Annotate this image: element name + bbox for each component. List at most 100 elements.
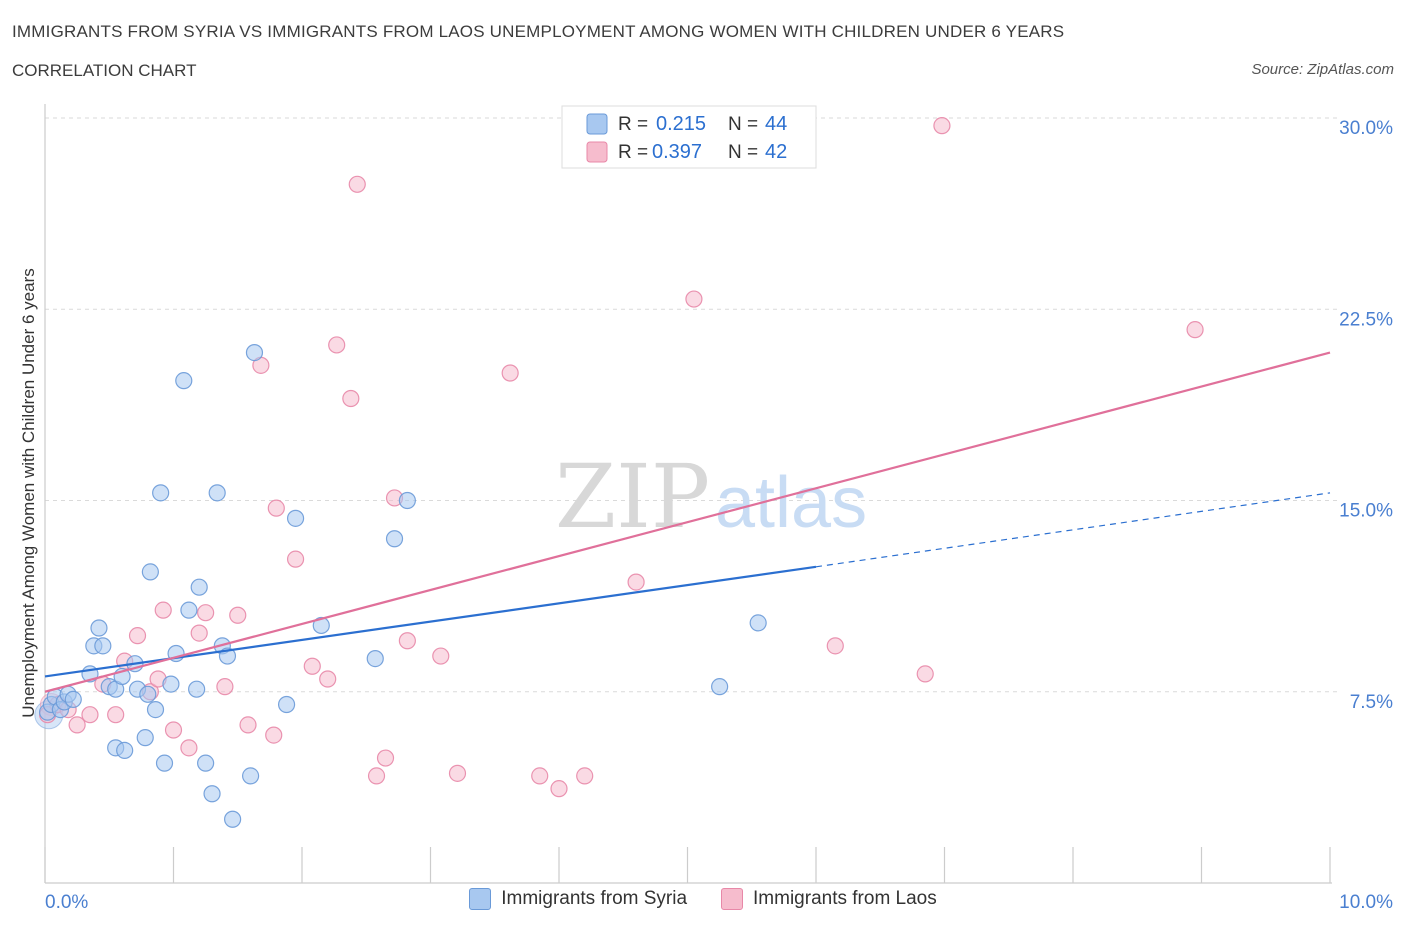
x-tick-label: 0.0% (45, 892, 88, 913)
syria-trend-extension (815, 492, 1331, 568)
laos-point (68, 716, 86, 734)
stats-n-label-laos: N = (728, 142, 763, 163)
laos-point (685, 290, 703, 308)
syria-point (162, 675, 180, 693)
chart-title: IMMIGRANTS FROM SYRIA VS IMMIGRANTS FROM… (12, 22, 1065, 41)
stats-r-label-laos: R = (618, 142, 653, 163)
syria-point (64, 690, 82, 709)
stats-swatch-syria (586, 113, 608, 135)
laos-point (216, 678, 234, 696)
syria-point (116, 741, 134, 760)
chart-subtitle: CORRELATION CHART (12, 61, 197, 80)
laos-point (164, 721, 183, 739)
syria-point (155, 754, 174, 772)
legend-item-laos[interactable]: Immigrants from Laos (721, 888, 937, 910)
gridlines (45, 117, 1340, 693)
laos-point (376, 749, 395, 767)
syria-point (208, 484, 226, 502)
syria-point (203, 785, 221, 803)
source-credit: Source: ZipAtlas.com (1251, 61, 1394, 78)
laos-point (398, 632, 416, 650)
laos-point (267, 499, 285, 517)
laos-point (1186, 321, 1204, 339)
laos-point (154, 601, 172, 619)
y-tick-label: 30.0% (1339, 118, 1393, 139)
laos-point (826, 637, 844, 655)
syria-trend-line (44, 565, 817, 678)
laos-point (197, 604, 215, 622)
syria-point (90, 619, 108, 637)
syria-point (286, 509, 305, 527)
laos-point (432, 647, 450, 665)
syria-point (749, 614, 767, 632)
syria-point (175, 372, 193, 390)
laos-point (107, 706, 125, 724)
stats-r-value-laos: 0.397 (652, 141, 702, 163)
syria-point (197, 754, 215, 772)
syria-point (141, 563, 159, 581)
syria-point (398, 491, 416, 510)
trend-lines (44, 351, 1331, 693)
legend-label-laos: Immigrants from Laos (753, 888, 937, 909)
legend-swatch-syria (469, 888, 492, 910)
laos-point (265, 726, 283, 744)
laos-point (576, 767, 594, 785)
laos-point (303, 657, 321, 675)
axis-ticks: 7.5% 15.0% 22.5% 30.0% 0.0% 10.0% (44, 118, 1393, 913)
y-axis-label: Unemployment Among Women with Children U… (19, 268, 38, 717)
axes (44, 104, 1332, 884)
syria-point (136, 729, 154, 747)
laos-point (933, 117, 951, 135)
stats-r-value-syria: 0.215 (656, 113, 706, 135)
syria-point (152, 484, 170, 502)
chart-legend: Immigrants from Syria Immigrants from La… (0, 888, 1406, 910)
syria-point (277, 695, 296, 714)
stats-n-value-syria: 44 (765, 113, 787, 135)
stats-legend: R = 0.215 N = 44 R = 0.397 N = 42 (561, 105, 817, 169)
legend-label-syria: Immigrants from Syria (501, 888, 688, 909)
syria-point (366, 649, 384, 668)
legend-item-syria[interactable]: Immigrants from Syria (469, 888, 687, 910)
stats-n-value-laos: 42 (765, 141, 787, 163)
laos-point (319, 670, 337, 688)
laos-point (328, 336, 346, 354)
laos-point (239, 716, 257, 734)
laos-point (448, 764, 467, 782)
laos-point (348, 175, 366, 193)
x-tick-label: 10.0% (1339, 892, 1393, 913)
laos-point (627, 573, 645, 591)
laos-point (229, 606, 247, 624)
y-tick-label: 7.5% (1350, 692, 1393, 713)
laos-point (550, 780, 568, 798)
syria-point (146, 700, 165, 719)
watermark-zip: ZIP (555, 445, 710, 548)
syria-point (139, 685, 157, 703)
laos-point (367, 767, 386, 785)
y-tick-label: 15.0% (1339, 501, 1393, 522)
syria-point (190, 578, 208, 596)
syria-point (180, 601, 198, 619)
laos-point (501, 364, 519, 382)
stats-swatch-laos (586, 141, 608, 163)
syria-point (312, 616, 330, 635)
laos-point (286, 550, 305, 568)
syria-point (188, 680, 206, 698)
stats-n-label-syria: N = (728, 114, 763, 135)
watermark-atlas: atlas (715, 463, 867, 543)
laos-point (190, 624, 208, 642)
laos-point (128, 627, 147, 645)
syria-point (711, 678, 729, 696)
laos-point (81, 706, 99, 724)
data-points (34, 117, 1204, 828)
syria-point (224, 810, 242, 828)
syria-point (242, 767, 260, 785)
legend-swatch-laos (721, 888, 744, 910)
syria-point (245, 344, 264, 362)
laos-point (180, 739, 198, 757)
y-tick-label: 22.5% (1339, 309, 1393, 330)
laos-point (916, 665, 934, 683)
laos-point (531, 767, 549, 785)
syria-point (94, 637, 112, 655)
laos-point (342, 389, 360, 408)
syria-point (385, 530, 404, 548)
